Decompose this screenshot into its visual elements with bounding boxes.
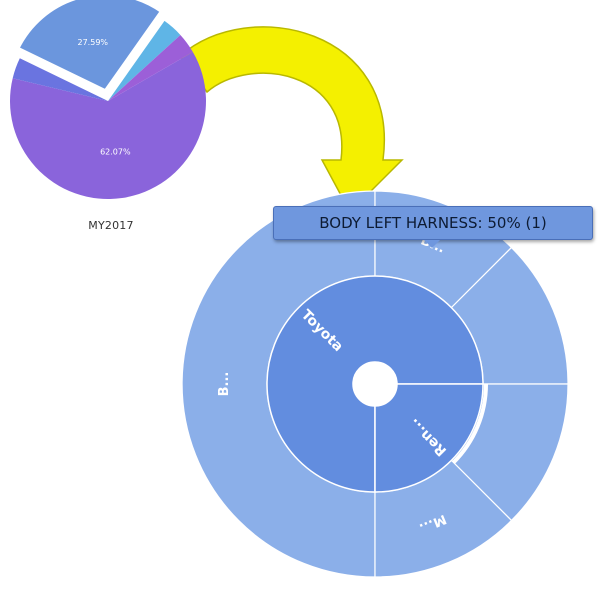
sunburst-tooltip: BODY LEFT HARNESS: 50% (1) <box>273 206 593 240</box>
pie-slice-label: 27.59% <box>78 38 109 47</box>
arrow-shape <box>178 26 404 214</box>
sunburst-outer-label: B... <box>217 372 232 397</box>
pie-slice[interactable] <box>108 34 193 101</box>
pie-chart-caption: MY2017 <box>88 219 134 232</box>
tooltip-caret <box>424 240 440 248</box>
pie-slice-label: 62.07% <box>100 147 131 156</box>
pie-slice[interactable] <box>9 52 206 200</box>
sunburst-inner-segment[interactable] <box>266 275 484 493</box>
pie-slice[interactable] <box>12 58 109 101</box>
pie-slice[interactable] <box>14 0 165 94</box>
sunburst-inner-segment[interactable] <box>374 383 484 493</box>
sunburst-center-hole <box>354 363 396 405</box>
sunburst-highlight-arc <box>452 383 488 464</box>
pie-slice[interactable] <box>108 20 181 102</box>
